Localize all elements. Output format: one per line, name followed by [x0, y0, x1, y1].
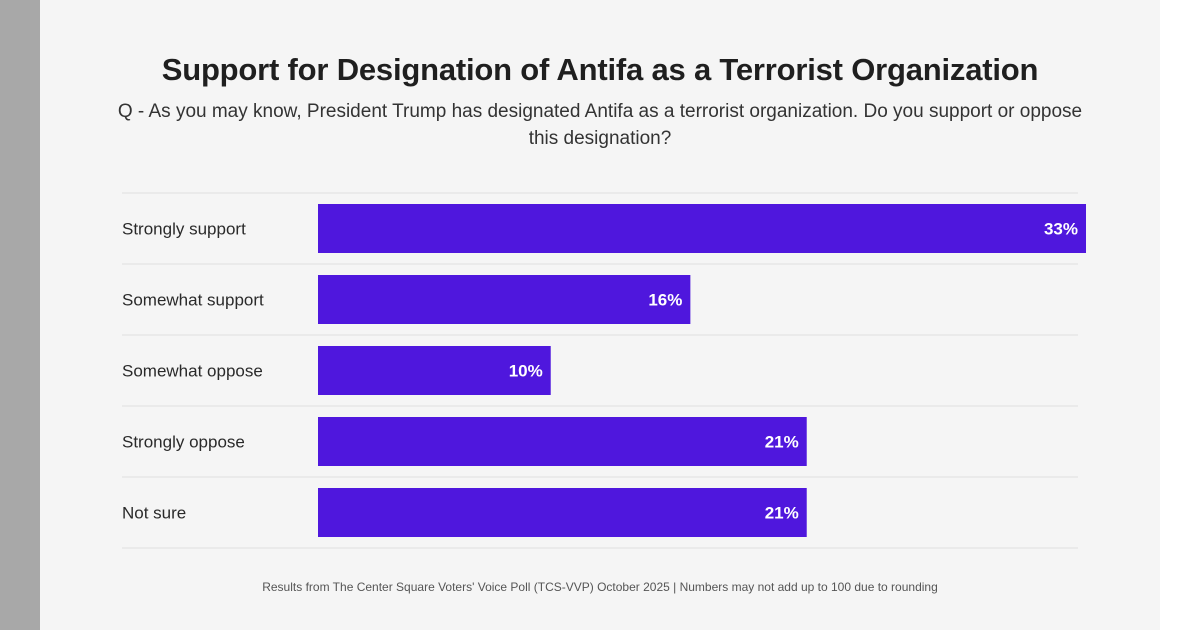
- category-label: Somewhat support: [122, 291, 264, 310]
- chart-footer-note: Results from The Center Square Voters' V…: [262, 580, 938, 594]
- bar-value-label: 16%: [648, 291, 682, 310]
- bar: [318, 488, 807, 537]
- right-edge-strip: [1160, 0, 1200, 630]
- chart-title: Support for Designation of Antifa as a T…: [161, 52, 1039, 87]
- bar: [318, 275, 691, 324]
- category-label: Somewhat oppose: [122, 362, 263, 381]
- bar-value-label: 10%: [509, 362, 543, 381]
- bar: [318, 417, 807, 466]
- category-label: Strongly support: [122, 220, 246, 239]
- category-label: Strongly oppose: [122, 433, 245, 452]
- bar-value-label: 21%: [765, 433, 799, 452]
- bar: [318, 346, 551, 395]
- left-edge-strip: [0, 0, 40, 630]
- chart-subtitle: Q - As you may know, President Trump has…: [117, 101, 1083, 149]
- bar: [318, 204, 1086, 253]
- bar-value-label: 33%: [1044, 220, 1078, 239]
- category-label: Not sure: [122, 504, 186, 523]
- bar-value-label: 21%: [765, 504, 799, 523]
